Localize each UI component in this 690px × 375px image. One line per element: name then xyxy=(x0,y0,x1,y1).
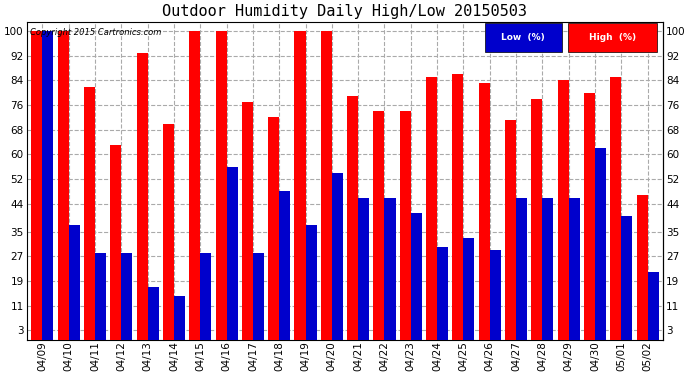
Bar xyxy=(411,213,422,340)
Bar xyxy=(226,167,237,340)
Bar xyxy=(306,225,317,340)
Bar xyxy=(569,198,580,340)
Bar xyxy=(347,96,358,340)
Bar xyxy=(58,31,69,340)
FancyBboxPatch shape xyxy=(568,23,657,52)
Bar xyxy=(648,272,659,340)
Bar xyxy=(531,99,542,340)
Bar xyxy=(241,102,253,340)
Bar xyxy=(42,31,53,340)
Bar xyxy=(84,87,95,340)
Title: Outdoor Humidity Daily High/Low 20150503: Outdoor Humidity Daily High/Low 20150503 xyxy=(163,4,527,19)
Bar xyxy=(542,198,553,340)
Bar xyxy=(490,250,501,340)
Bar xyxy=(148,287,159,340)
Text: High  (%): High (%) xyxy=(589,33,636,42)
Bar xyxy=(110,145,121,340)
Bar xyxy=(332,173,343,340)
Bar xyxy=(215,31,226,340)
Bar xyxy=(400,111,411,340)
Bar xyxy=(321,31,332,340)
Bar xyxy=(426,77,437,340)
Bar xyxy=(479,84,490,340)
Bar xyxy=(174,296,185,340)
Bar xyxy=(279,192,290,340)
Bar xyxy=(253,253,264,340)
Bar xyxy=(516,198,527,340)
Bar xyxy=(31,31,42,340)
Bar xyxy=(384,198,395,340)
FancyBboxPatch shape xyxy=(485,23,562,52)
Bar xyxy=(505,120,516,340)
Bar xyxy=(595,148,606,340)
Bar xyxy=(584,93,595,340)
Bar xyxy=(69,225,80,340)
Bar xyxy=(637,195,648,340)
Bar xyxy=(358,198,369,340)
Bar xyxy=(453,74,464,340)
Bar xyxy=(610,77,621,340)
Bar xyxy=(163,123,174,340)
Bar xyxy=(558,80,569,340)
Bar xyxy=(621,216,632,340)
Bar xyxy=(95,253,106,340)
Bar xyxy=(373,111,384,340)
Text: Low  (%): Low (%) xyxy=(502,33,545,42)
Text: Copyright 2015 Cartronics.com: Copyright 2015 Cartronics.com xyxy=(30,28,161,37)
Bar xyxy=(137,53,148,340)
Bar xyxy=(200,253,211,340)
Bar xyxy=(268,117,279,340)
Bar xyxy=(189,31,200,340)
Bar xyxy=(437,247,448,340)
Bar xyxy=(464,238,475,340)
Bar xyxy=(295,31,306,340)
Bar xyxy=(121,253,132,340)
